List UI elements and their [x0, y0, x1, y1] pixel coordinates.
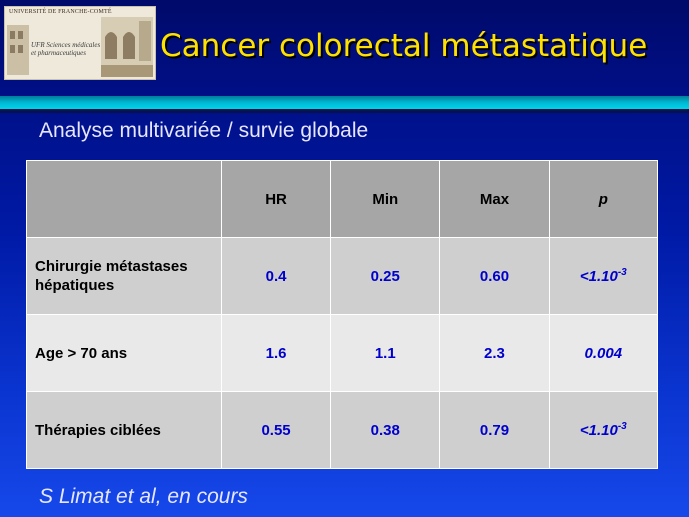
row-label: Chirurgie métastases hépatiques: [26, 237, 222, 315]
multivariate-analysis-table: HR Min Max p Chirurgie métastases hépati…: [26, 160, 659, 469]
row-label: Age > 70 ans: [26, 314, 222, 392]
logo-ufr-text: UFR Sciences médicales et pharmaceutique…: [31, 41, 101, 57]
header-cell-p: p: [548, 160, 659, 238]
p-value-base: 0.004: [584, 345, 623, 362]
row-label: Thérapies ciblées: [26, 391, 222, 469]
p-value-exponent: -3: [617, 421, 627, 432]
min-value: 0.25: [330, 237, 441, 315]
header-divider-band: [0, 96, 689, 109]
slide-title: Cancer colorectal métastatique: [160, 28, 648, 64]
header-cell-empty: [26, 160, 222, 238]
max-value: 2.3: [439, 314, 550, 392]
hr-value: 0.4: [220, 237, 332, 315]
citation-footer: S Limat et al, en cours: [39, 485, 248, 508]
table-header-row: HR Min Max p: [26, 160, 659, 238]
logo-university-text: UNIVERSITÉ DE FRANCHE-COMTÉ: [9, 9, 112, 15]
slide-subtitle: Analyse multivariée / survie globale: [39, 119, 369, 142]
university-logo: UNIVERSITÉ DE FRANCHE-COMTÉ UFR Sciences…: [4, 6, 156, 80]
p-value-base: <1.10: [579, 422, 618, 439]
table-row: Age > 70 ans 1.6 1.1 2.3 0.004: [26, 314, 659, 392]
header-divider-shadow: [0, 109, 689, 113]
table-row: Chirurgie métastases hépatiques 0.4 0.25…: [26, 237, 659, 315]
min-value: 1.1: [330, 314, 441, 392]
p-value: 0.004: [548, 314, 659, 392]
hr-value: 1.6: [220, 314, 332, 392]
header-cell-min: Min: [330, 160, 441, 238]
header-cell-hr: HR: [220, 160, 332, 238]
p-value-exponent: -3: [617, 267, 627, 278]
header-cell-max: Max: [439, 160, 550, 238]
hr-value: 0.55: [220, 391, 332, 469]
building-illustration-icon: [5, 7, 155, 79]
p-value-base: <1.10: [579, 268, 618, 285]
p-value: <1.10-3: [548, 391, 659, 469]
table-row: Thérapies ciblées 0.55 0.38 0.79 <1.10-3: [26, 391, 659, 469]
max-value: 0.60: [439, 237, 550, 315]
p-value: <1.10-3: [548, 237, 659, 315]
min-value: 0.38: [330, 391, 441, 469]
max-value: 0.79: [439, 391, 550, 469]
